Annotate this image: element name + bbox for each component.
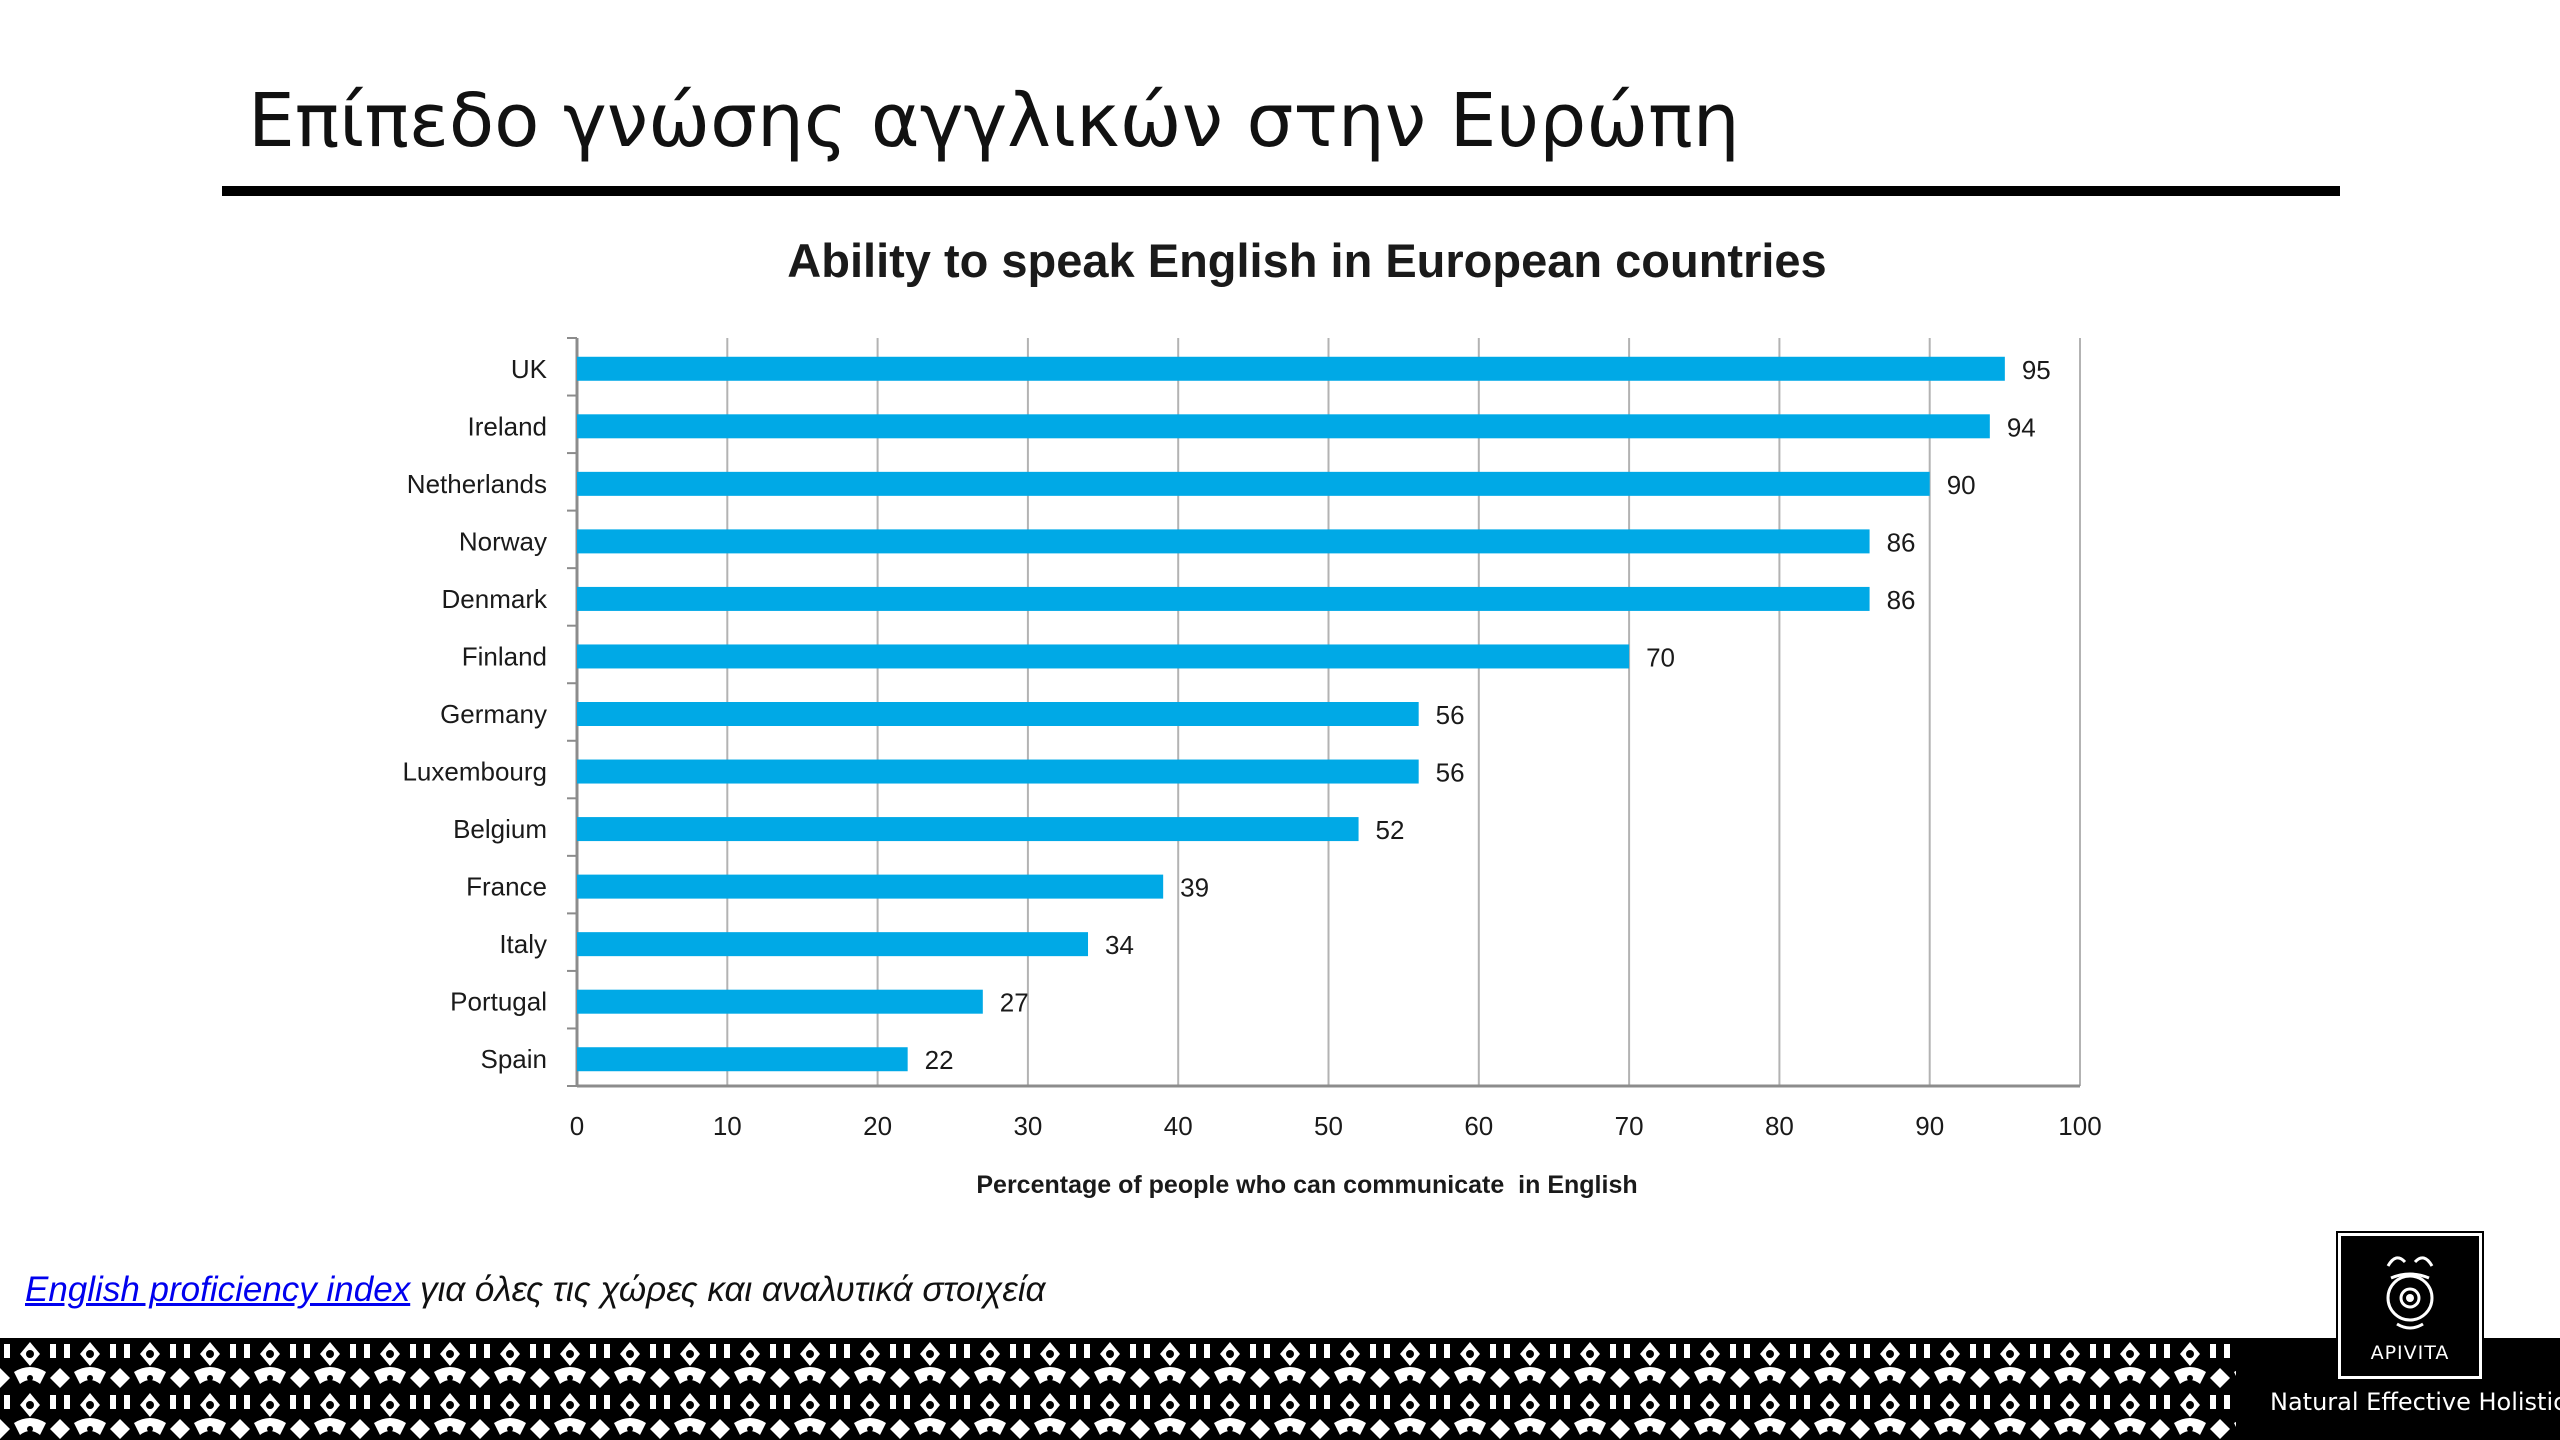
category-label: Netherlands: [407, 469, 547, 499]
data-label: 27: [1000, 988, 1029, 1018]
brand-tagline: Natural Effective Holistic: [2270, 1388, 2560, 1416]
logo-text: APIVITA: [2370, 1342, 2450, 1364]
x-tick-label: 80: [1765, 1111, 1794, 1141]
data-label: 94: [2007, 412, 2036, 442]
bar: [577, 874, 1164, 899]
data-label: 70: [1646, 642, 1675, 672]
proficiency-index-link[interactable]: English proficiency index: [25, 1270, 411, 1309]
bar: [577, 932, 1089, 957]
apivita-logo: APIVITA: [2336, 1231, 2484, 1381]
x-tick-label: 90: [1915, 1111, 1944, 1141]
bar: [577, 586, 1870, 611]
x-tick-label: 60: [1464, 1111, 1493, 1141]
bar: [577, 817, 1359, 842]
x-tick-label: 40: [1164, 1111, 1193, 1141]
category-label: Norway: [459, 526, 547, 556]
footnote: English proficiency index για όλες τις χ…: [25, 1270, 1045, 1310]
data-label: 90: [1947, 470, 1976, 500]
category-label: Portugal: [450, 987, 547, 1017]
x-tick-label: 70: [1615, 1111, 1644, 1141]
x-axis-title: Percentage of people who can communicate…: [976, 1171, 1637, 1199]
chart-grid: [567, 337, 2081, 1088]
x-tick-label: 20: [863, 1111, 892, 1141]
data-label: 86: [1887, 585, 1916, 615]
bar: [577, 529, 1870, 554]
x-tick-label: 30: [1013, 1111, 1042, 1141]
category-label: Germany: [440, 699, 547, 729]
category-label: Belgium: [453, 814, 547, 844]
bar: [577, 471, 1930, 496]
bar: [577, 644, 1630, 669]
data-label: 56: [1436, 758, 1465, 788]
bar: [577, 702, 1419, 726]
chart-bars: 95 94 90 86 86 70 56 56 52 39 34 27 22: [577, 355, 2051, 1075]
data-label: 22: [925, 1045, 954, 1075]
data-label: 34: [1105, 930, 1134, 960]
data-label: 39: [1180, 873, 1209, 903]
data-label: 95: [2022, 355, 2051, 385]
x-tick-label: 10: [713, 1111, 742, 1141]
y-axis-labels: UK Ireland Netherlands Norway Denmark Finland…: [402, 354, 548, 1074]
category-label: UK: [511, 354, 548, 384]
decorative-pattern-band: [0, 1338, 2240, 1440]
x-axis-ticks: 0 10 20 30 40 50 60 70 80 90 100: [570, 1111, 2102, 1141]
data-label: 52: [1376, 815, 1405, 845]
category-label: Denmark: [442, 584, 548, 614]
logo-emblem-icon: [2386, 1256, 2434, 1330]
category-label: Italy: [499, 929, 547, 959]
category-label: Spain: [481, 1044, 548, 1074]
x-tick-label: 50: [1314, 1111, 1343, 1141]
bar: [577, 356, 2005, 381]
category-label: France: [466, 872, 547, 902]
chart-title: Ability to speak English in European cou…: [787, 234, 1826, 287]
footnote-text: για όλες τις χώρες και αναλυτικά στοιχεί…: [410, 1270, 1046, 1309]
bar: [577, 1047, 908, 1072]
title-divider: [222, 186, 2340, 196]
category-label: Finland: [462, 641, 547, 671]
bar: [577, 414, 1990, 439]
bar: [577, 989, 983, 1014]
x-tick-label: 0: [570, 1111, 584, 1141]
slide-title: Επίπεδο γνώσης αγγλικών στην Ευρώπη: [248, 78, 1740, 164]
category-label: Luxembourg: [402, 757, 547, 787]
bar-chart: Ability to speak English in European cou…: [402, 234, 2102, 1199]
data-label: 86: [1887, 527, 1916, 557]
x-tick-label: 100: [2058, 1111, 2101, 1141]
data-label: 56: [1436, 700, 1465, 730]
bar: [577, 759, 1419, 784]
category-label: Ireland: [468, 411, 548, 441]
